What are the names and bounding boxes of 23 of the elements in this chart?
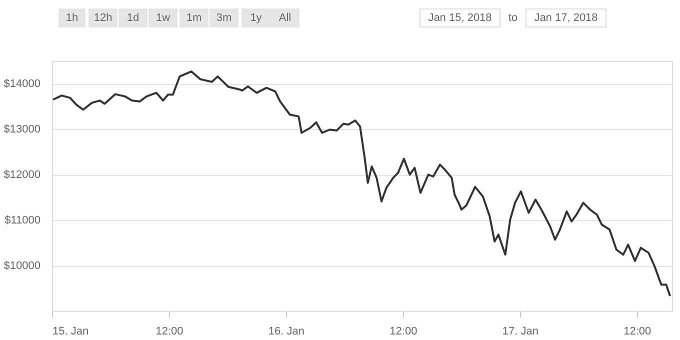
y-tick-label: $10000	[4, 260, 40, 272]
text: 1y	[250, 12, 262, 24]
line-series	[52, 70, 672, 297]
x-tick-label: 12:00	[390, 326, 418, 338]
x-tick-label: 16. Jan	[268, 326, 305, 338]
y-tick-label: $11000	[4, 214, 40, 227]
x-tick-label: 12:00	[156, 326, 184, 338]
text: 3m	[216, 12, 232, 24]
text: 1d	[126, 12, 140, 24]
text: 1h	[66, 12, 78, 24]
text: 1w	[156, 12, 170, 24]
y-tick-label: $12000	[4, 169, 40, 182]
x-tick-label: 17. Jan	[502, 326, 538, 338]
text: to	[508, 12, 518, 24]
y-tick-label: $13000	[4, 124, 40, 136]
text: All	[278, 12, 292, 24]
text: Jan 15, 2018	[428, 12, 492, 24]
text: Jan 17, 2018	[534, 12, 598, 24]
y-tick-label: $14000	[4, 78, 40, 90]
x-tick-label: 15. Jan	[52, 326, 89, 338]
text: 12h	[94, 12, 112, 24]
x-tick-label: 12:00	[624, 326, 652, 338]
text: 1m	[186, 12, 202, 24]
